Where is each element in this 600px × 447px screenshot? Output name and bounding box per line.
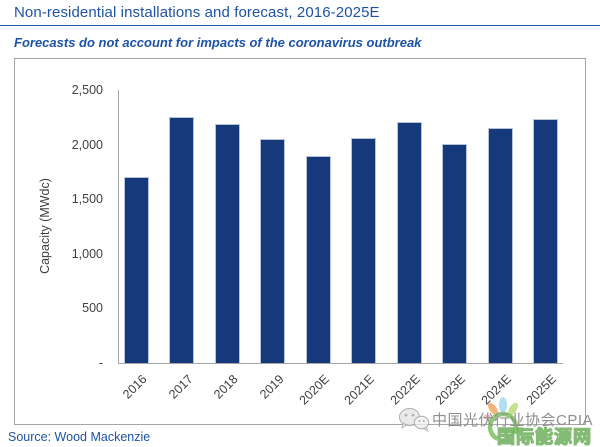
x-tick-label: 2020E xyxy=(296,372,332,408)
x-tick-label: 2018 xyxy=(211,372,241,402)
source-note: Source: Wood Mackenzie xyxy=(8,430,151,444)
bar-2019 xyxy=(260,139,285,363)
bar-2016 xyxy=(123,177,149,363)
y-axis-title: Capacity (MWdc) xyxy=(38,178,52,274)
y-tick-label: - xyxy=(98,356,103,370)
wechat-icon xyxy=(399,408,430,432)
page-title: Non-residential installations and foreca… xyxy=(14,4,380,21)
y-tick-label: 500 xyxy=(82,301,103,316)
bar-2022E xyxy=(396,122,422,363)
watermark-account-text: 中国光伏行业协会CPIA xyxy=(432,412,594,429)
bar-2024E xyxy=(487,128,513,363)
x-tick-label: 2019 xyxy=(256,372,287,402)
bar-2023E xyxy=(442,144,467,363)
chart-area: Capacity (MWdc) - 500 1,000 1,500 2,000 2,500… xyxy=(14,58,586,425)
title-divider xyxy=(0,25,600,26)
bar-2020E xyxy=(305,156,331,363)
y-axis-line xyxy=(118,90,119,364)
watermark-site-text: 国际能源网 xyxy=(496,426,592,447)
y-tick-label: 2,000 xyxy=(71,137,103,152)
bar-2018 xyxy=(214,124,240,363)
bar-2021E xyxy=(351,138,376,363)
bar-2025E xyxy=(533,119,558,363)
x-tick-label: 2016 xyxy=(120,372,150,402)
y-tick-label: 2,500 xyxy=(71,83,103,97)
page-subtitle: Forecasts do not account for impacts of … xyxy=(14,35,422,50)
flower-logo-icon xyxy=(483,397,519,443)
y-tick-label: 1,000 xyxy=(71,246,103,261)
watermark: 中国光伏行业协会CPIA 国际能源网 xyxy=(396,397,598,447)
y-tick-label: 1,500 xyxy=(71,192,103,207)
x-axis-line xyxy=(118,363,563,364)
x-tick-label: 2021E xyxy=(341,372,378,408)
bar-2017 xyxy=(169,117,194,363)
x-tick-label: 2017 xyxy=(165,372,196,402)
